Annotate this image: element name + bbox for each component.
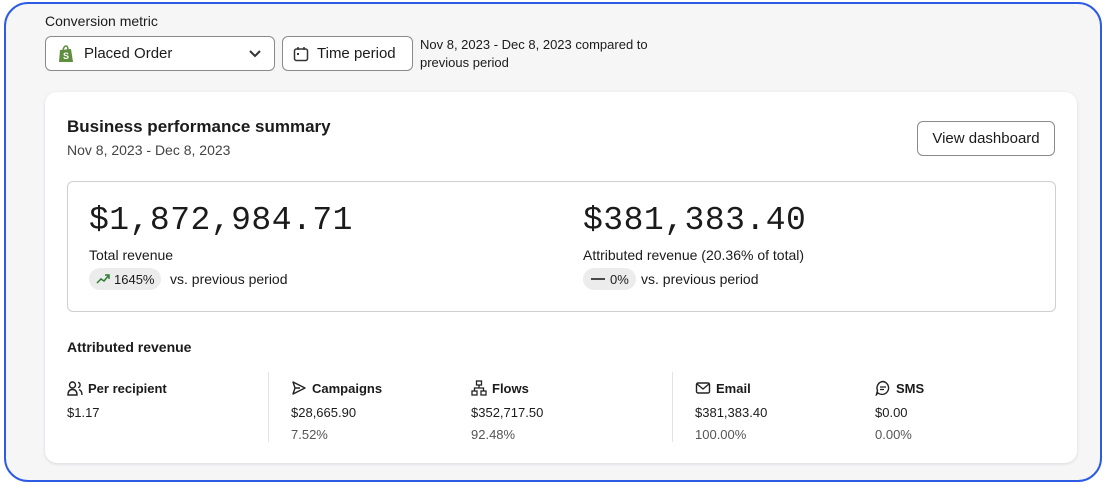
- total-comparison: vs. previous period: [170, 271, 288, 287]
- column-label: Campaigns: [312, 380, 383, 396]
- total-amount: $1,872,984.71: [89, 202, 353, 239]
- column-value: $0.00: [875, 405, 908, 420]
- attributed-comparison: vs. previous period: [641, 271, 759, 287]
- metric-select[interactable]: S Placed Order: [45, 36, 275, 71]
- summary-card: Business performance summary Nov 8, 2023…: [45, 92, 1077, 463]
- icon-use: [68, 382, 82, 395]
- metric-value: Placed Order: [84, 45, 173, 62]
- time-period-text: Time period: [317, 45, 396, 62]
- flat-icon: [591, 278, 605, 280]
- attributed-amount: $381,383.40: [583, 202, 807, 239]
- column-header: Campaigns: [291, 380, 382, 396]
- column-label: Email: [716, 380, 751, 396]
- attributed-change: 0%: [583, 268, 636, 290]
- column-icon: [471, 380, 487, 396]
- frame: Conversion metric S Placed Order Time pe…: [4, 2, 1102, 482]
- total-change: 1645%: [89, 268, 162, 290]
- revenue-box: $1,872,984.71 Total revenue 1645% vs. pr…: [67, 181, 1056, 312]
- column-label: Flows: [492, 380, 529, 396]
- column-value: $381,383.40: [695, 405, 768, 420]
- icon-use: [697, 383, 710, 393]
- metric-column: SMS $0.00 0.00%: [875, 380, 924, 443]
- metric-label: Conversion metric: [45, 13, 158, 29]
- column-value: $1.17: [67, 405, 100, 420]
- icon-use: [293, 382, 305, 394]
- total-label: Total revenue: [89, 247, 174, 263]
- summary-title: Business performance summary: [67, 117, 331, 136]
- calendar-icon: [293, 46, 309, 61]
- attributed-title: Attributed revenue: [67, 339, 192, 355]
- column-share: 92.48%: [471, 427, 516, 442]
- trend-up-icon: [96, 274, 110, 284]
- time-range: Nov 8, 2023 - Dec 8, 2023 compared to pr…: [420, 37, 648, 70]
- column-label: SMS: [896, 380, 925, 396]
- svg-text:S: S: [63, 51, 69, 61]
- attributed-change-value: 0%: [610, 271, 629, 287]
- metric-column: Campaigns $28,665.90 7.52%: [291, 380, 382, 443]
- metric-column: Email $381,383.40 100.00%: [695, 380, 768, 443]
- column-share: 0.00%: [875, 427, 912, 442]
- column-share: 100.00%: [695, 427, 747, 442]
- column-label: Per recipient: [88, 380, 167, 396]
- divider: [268, 372, 269, 442]
- metric-column: Per recipient $1.17: [67, 380, 167, 421]
- chevron: [249, 49, 261, 57]
- icon-use: [877, 382, 889, 395]
- divider: [672, 372, 673, 442]
- column-header: Flows: [471, 380, 543, 396]
- column-icon: [67, 380, 83, 396]
- total-change-value: 1645%: [114, 271, 155, 287]
- column-header: SMS: [875, 380, 924, 396]
- time-period-button[interactable]: Time period: [282, 36, 413, 71]
- column-header: Per recipient: [67, 380, 167, 396]
- column-icon: [291, 380, 307, 396]
- attributed-label: Attributed revenue (20.36% of total): [583, 247, 805, 263]
- column-value: $352,717.50: [471, 405, 544, 420]
- column-icon: [695, 380, 711, 396]
- column-value: $28,665.90: [291, 405, 357, 420]
- column-icon: [875, 380, 891, 396]
- icon-use: [472, 381, 486, 395]
- metric-column: Flows $352,717.50 92.48%: [471, 380, 543, 442]
- shopify-icon: S: [59, 44, 73, 62]
- column-share: 7.52%: [291, 427, 328, 442]
- column-header: Email: [695, 380, 767, 396]
- view-dashboard-button[interactable]: View dashboard: [917, 121, 1055, 156]
- summary-date: Nov 8, 2023 - Dec 8, 2023: [67, 142, 231, 158]
